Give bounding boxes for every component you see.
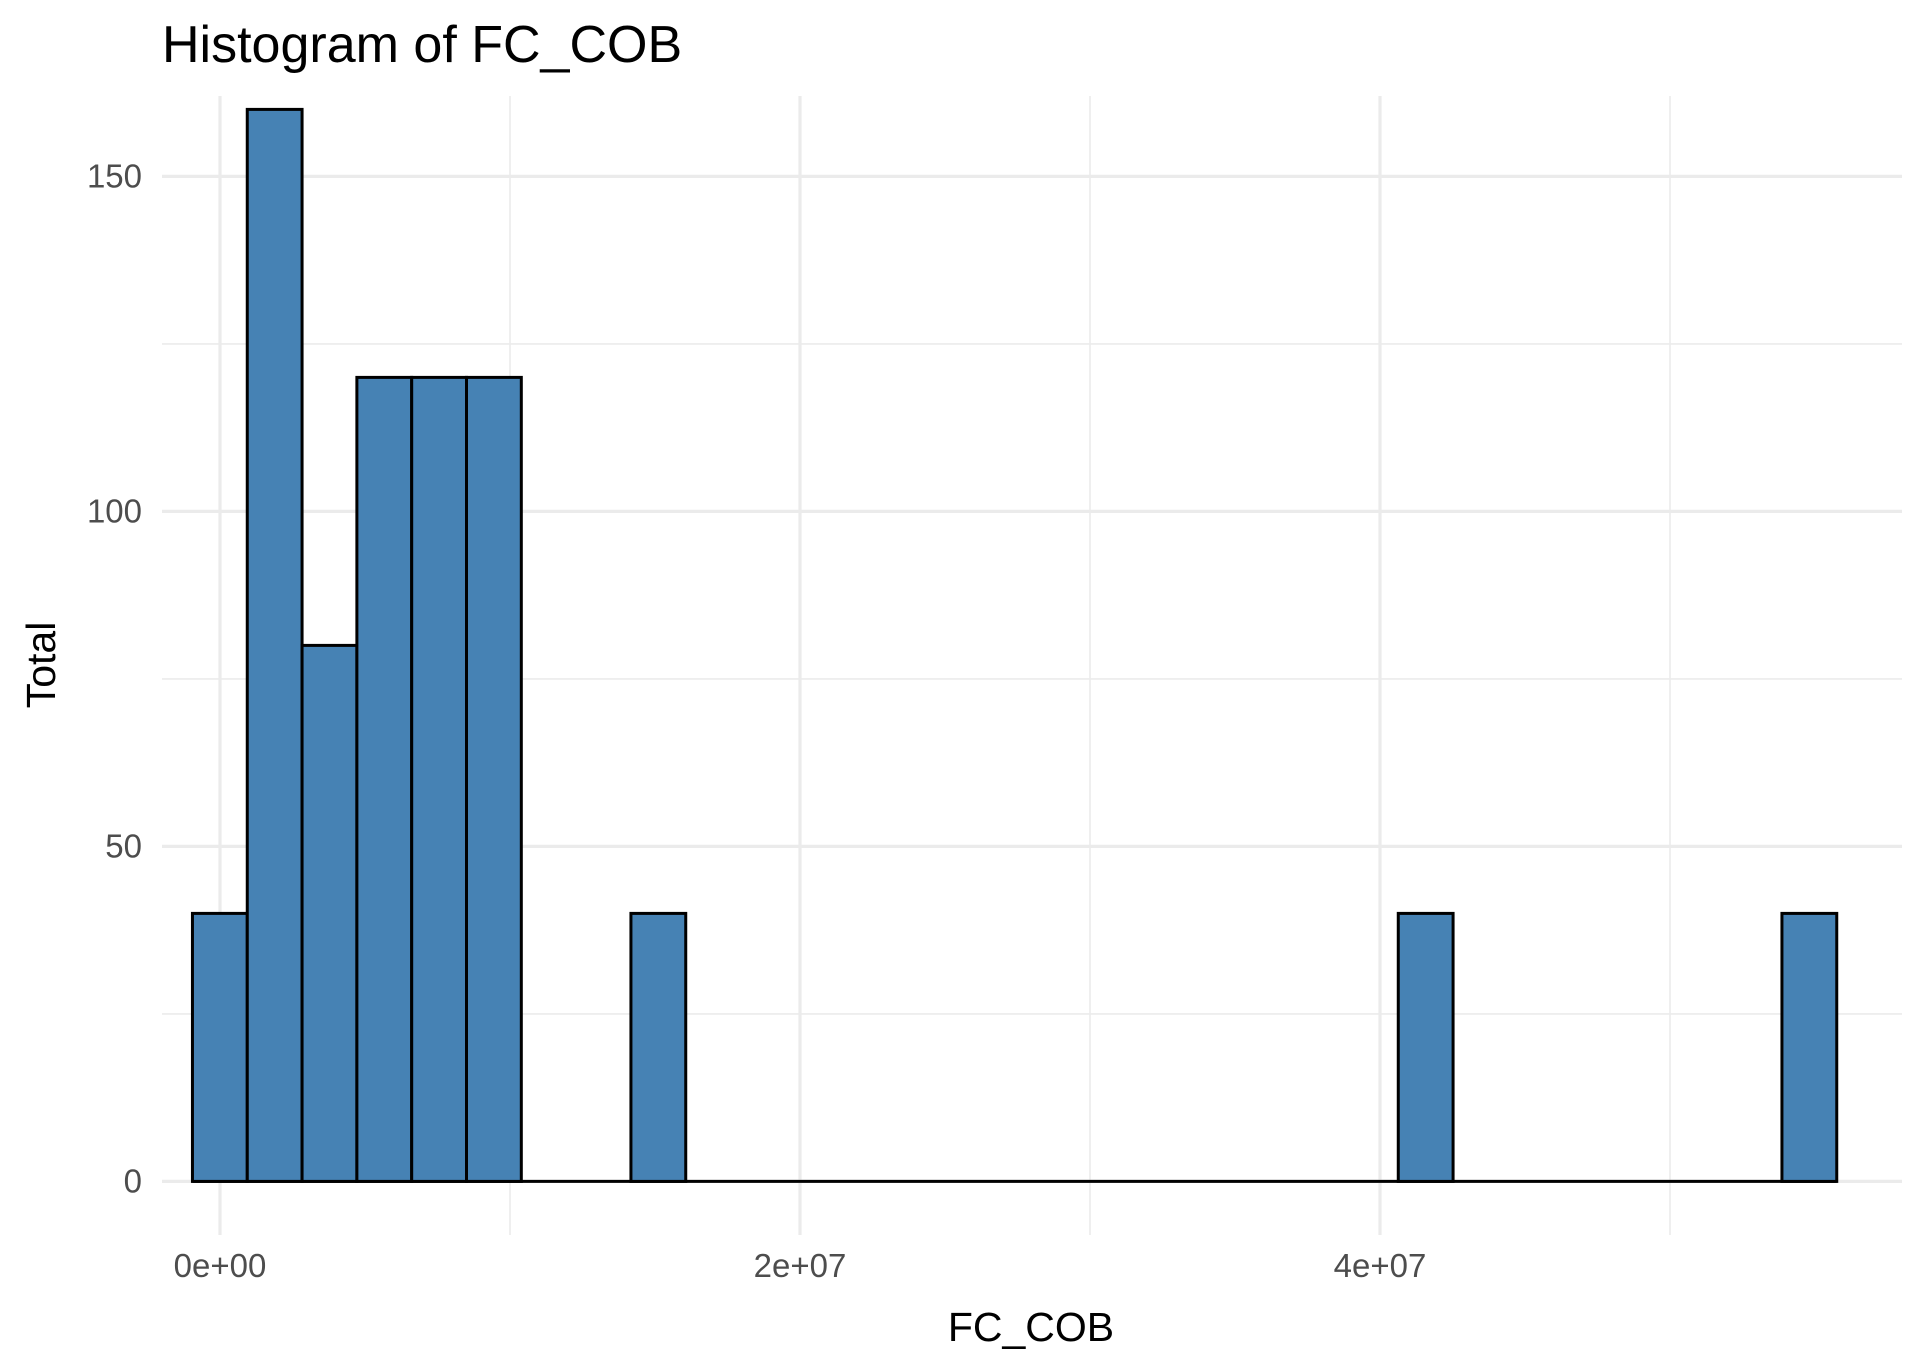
chart-title: Histogram of FC_COB <box>162 16 682 74</box>
histogram-bar <box>410 375 469 1183</box>
y-tick-label: 0 <box>124 1162 142 1199</box>
x-axis-ticks: 0e+00 2e+07 4e+07 <box>174 1247 1427 1284</box>
histogram-bar <box>629 911 688 1183</box>
y-axis-ticks: 0 50 100 150 <box>87 157 142 1199</box>
y-tick-label: 100 <box>87 492 142 529</box>
x-tick-label: 2e+07 <box>754 1247 847 1284</box>
histogram-bar <box>190 911 249 1183</box>
y-axis-title: Total <box>18 622 64 709</box>
bar-layer <box>190 107 1839 1183</box>
x-tick-label: 0e+00 <box>174 1247 267 1284</box>
histogram-bar <box>1780 911 1839 1183</box>
y-tick-label: 150 <box>87 157 142 194</box>
y-tick-label: 50 <box>105 827 142 864</box>
histogram-bar <box>300 643 359 1183</box>
histogram-bar <box>355 375 414 1183</box>
x-tick-label: 4e+07 <box>1334 1247 1427 1284</box>
histogram-bar <box>245 107 304 1183</box>
histogram-bar <box>1396 911 1455 1183</box>
x-axis-title: FC_COB <box>948 1304 1114 1350</box>
histogram-bar <box>465 375 523 1183</box>
